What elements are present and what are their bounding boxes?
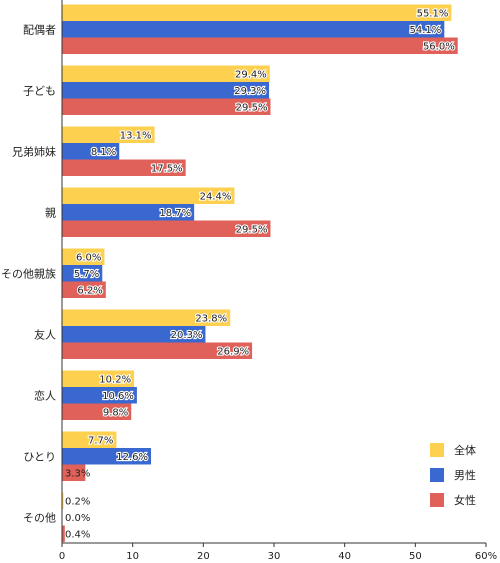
value-label: 29.5%	[236, 224, 268, 235]
category-label: 配偶者	[23, 23, 56, 36]
legend-label: 全体	[454, 443, 476, 457]
value-label: 24.4%	[200, 191, 232, 202]
legend-swatch-男性	[430, 468, 444, 482]
value-label: 23.8%	[195, 313, 227, 324]
bar-全体-恋人	[62, 370, 135, 387]
bar-女性-その他親族	[62, 281, 106, 298]
bar-女性-友人	[62, 342, 253, 359]
category-label: その他	[23, 511, 56, 524]
bar-全体-その他親族	[62, 248, 105, 265]
bar-男性-親	[62, 204, 195, 221]
value-label: 54.1%	[410, 25, 442, 36]
value-label: 5.7%	[74, 269, 99, 280]
bar-女性-ひとり	[62, 464, 86, 481]
category-label: 子ども	[23, 84, 56, 97]
value-label: 20.3%	[171, 330, 203, 341]
category-label: その他親族	[1, 266, 56, 280]
x-tick-label: 30	[268, 551, 281, 562]
bar-男性-兄弟姉妹	[62, 143, 120, 160]
value-label: 17.5%	[151, 163, 183, 174]
value-label: 10.2%	[99, 374, 131, 385]
value-label: 55.1%	[417, 8, 449, 19]
x-tick-label: 60%	[475, 551, 497, 562]
bar-女性-恋人	[62, 403, 132, 420]
value-label: 6.0%	[76, 252, 101, 263]
value-labels-layer: 55.1% 54.1% 56.0% 29.4% 29.3% 29.5% 13.1% 8.1% 1…	[65, 7, 456, 540]
bar-全体-ひとり	[62, 431, 117, 448]
value-label: 26.9%	[217, 346, 249, 357]
category-label: 恋人	[34, 388, 56, 402]
value-label: 13.1%	[120, 130, 152, 141]
value-label: 56.0%	[423, 41, 455, 52]
bar-全体-友人	[62, 309, 231, 326]
value-label: 6.2%	[77, 285, 102, 296]
value-label: 12.6%	[116, 452, 148, 463]
bar-女性-子ども	[62, 98, 271, 115]
value-label: 9.8%	[103, 407, 128, 418]
category-label: 親	[45, 206, 56, 219]
bar-男性-配偶者	[62, 21, 445, 38]
x-tick-label: 40	[338, 551, 351, 562]
category-label: 兄弟姉妹	[12, 144, 56, 158]
x-axis: 0 10 20 30 40 50 60%	[59, 0, 497, 562]
category-label: ひとり	[23, 450, 56, 463]
bar-男性-子ども	[62, 82, 270, 99]
value-label: 0.2%	[65, 496, 90, 507]
x-tick-label: 20	[197, 551, 210, 562]
value-label: 0.4%	[65, 529, 90, 540]
value-label: 29.4%	[235, 69, 267, 80]
x-tick-label: 10	[126, 551, 139, 562]
bar-女性-親	[62, 220, 271, 237]
x-tick-label: 50	[409, 551, 422, 562]
bar-全体-親	[62, 187, 235, 204]
bar-男性-恋人	[62, 387, 137, 404]
bars-layer	[62, 4, 458, 542]
bar-女性-その他	[62, 525, 65, 542]
value-label: 29.3%	[234, 86, 266, 97]
value-label: 0.0%	[65, 513, 90, 524]
legend-label: 男性	[454, 468, 476, 482]
bar-全体-子ども	[62, 65, 270, 82]
bar-女性-兄弟姉妹	[62, 159, 186, 176]
x-tick-label: 0	[59, 551, 65, 562]
value-label: 8.1%	[91, 147, 116, 158]
value-label: 3.3%	[65, 468, 90, 479]
value-label: 29.5%	[236, 102, 268, 113]
bar-男性-ひとり	[62, 448, 152, 465]
bar-男性-友人	[62, 326, 206, 343]
legend-swatch-女性	[430, 493, 444, 507]
value-label: 10.6%	[102, 391, 134, 402]
category-label: 友人	[34, 327, 56, 341]
value-label: 7.7%	[88, 435, 113, 446]
bar-全体-配偶者	[62, 4, 452, 21]
bar-全体-その他	[62, 492, 64, 509]
legend-swatch-全体	[430, 443, 444, 457]
bar-男性-その他親族	[62, 265, 103, 282]
bar-女性-配偶者	[62, 37, 458, 54]
value-label: 18.7%	[159, 208, 191, 219]
bar-全体-兄弟姉妹	[62, 126, 155, 143]
legend-label: 女性	[454, 493, 476, 507]
